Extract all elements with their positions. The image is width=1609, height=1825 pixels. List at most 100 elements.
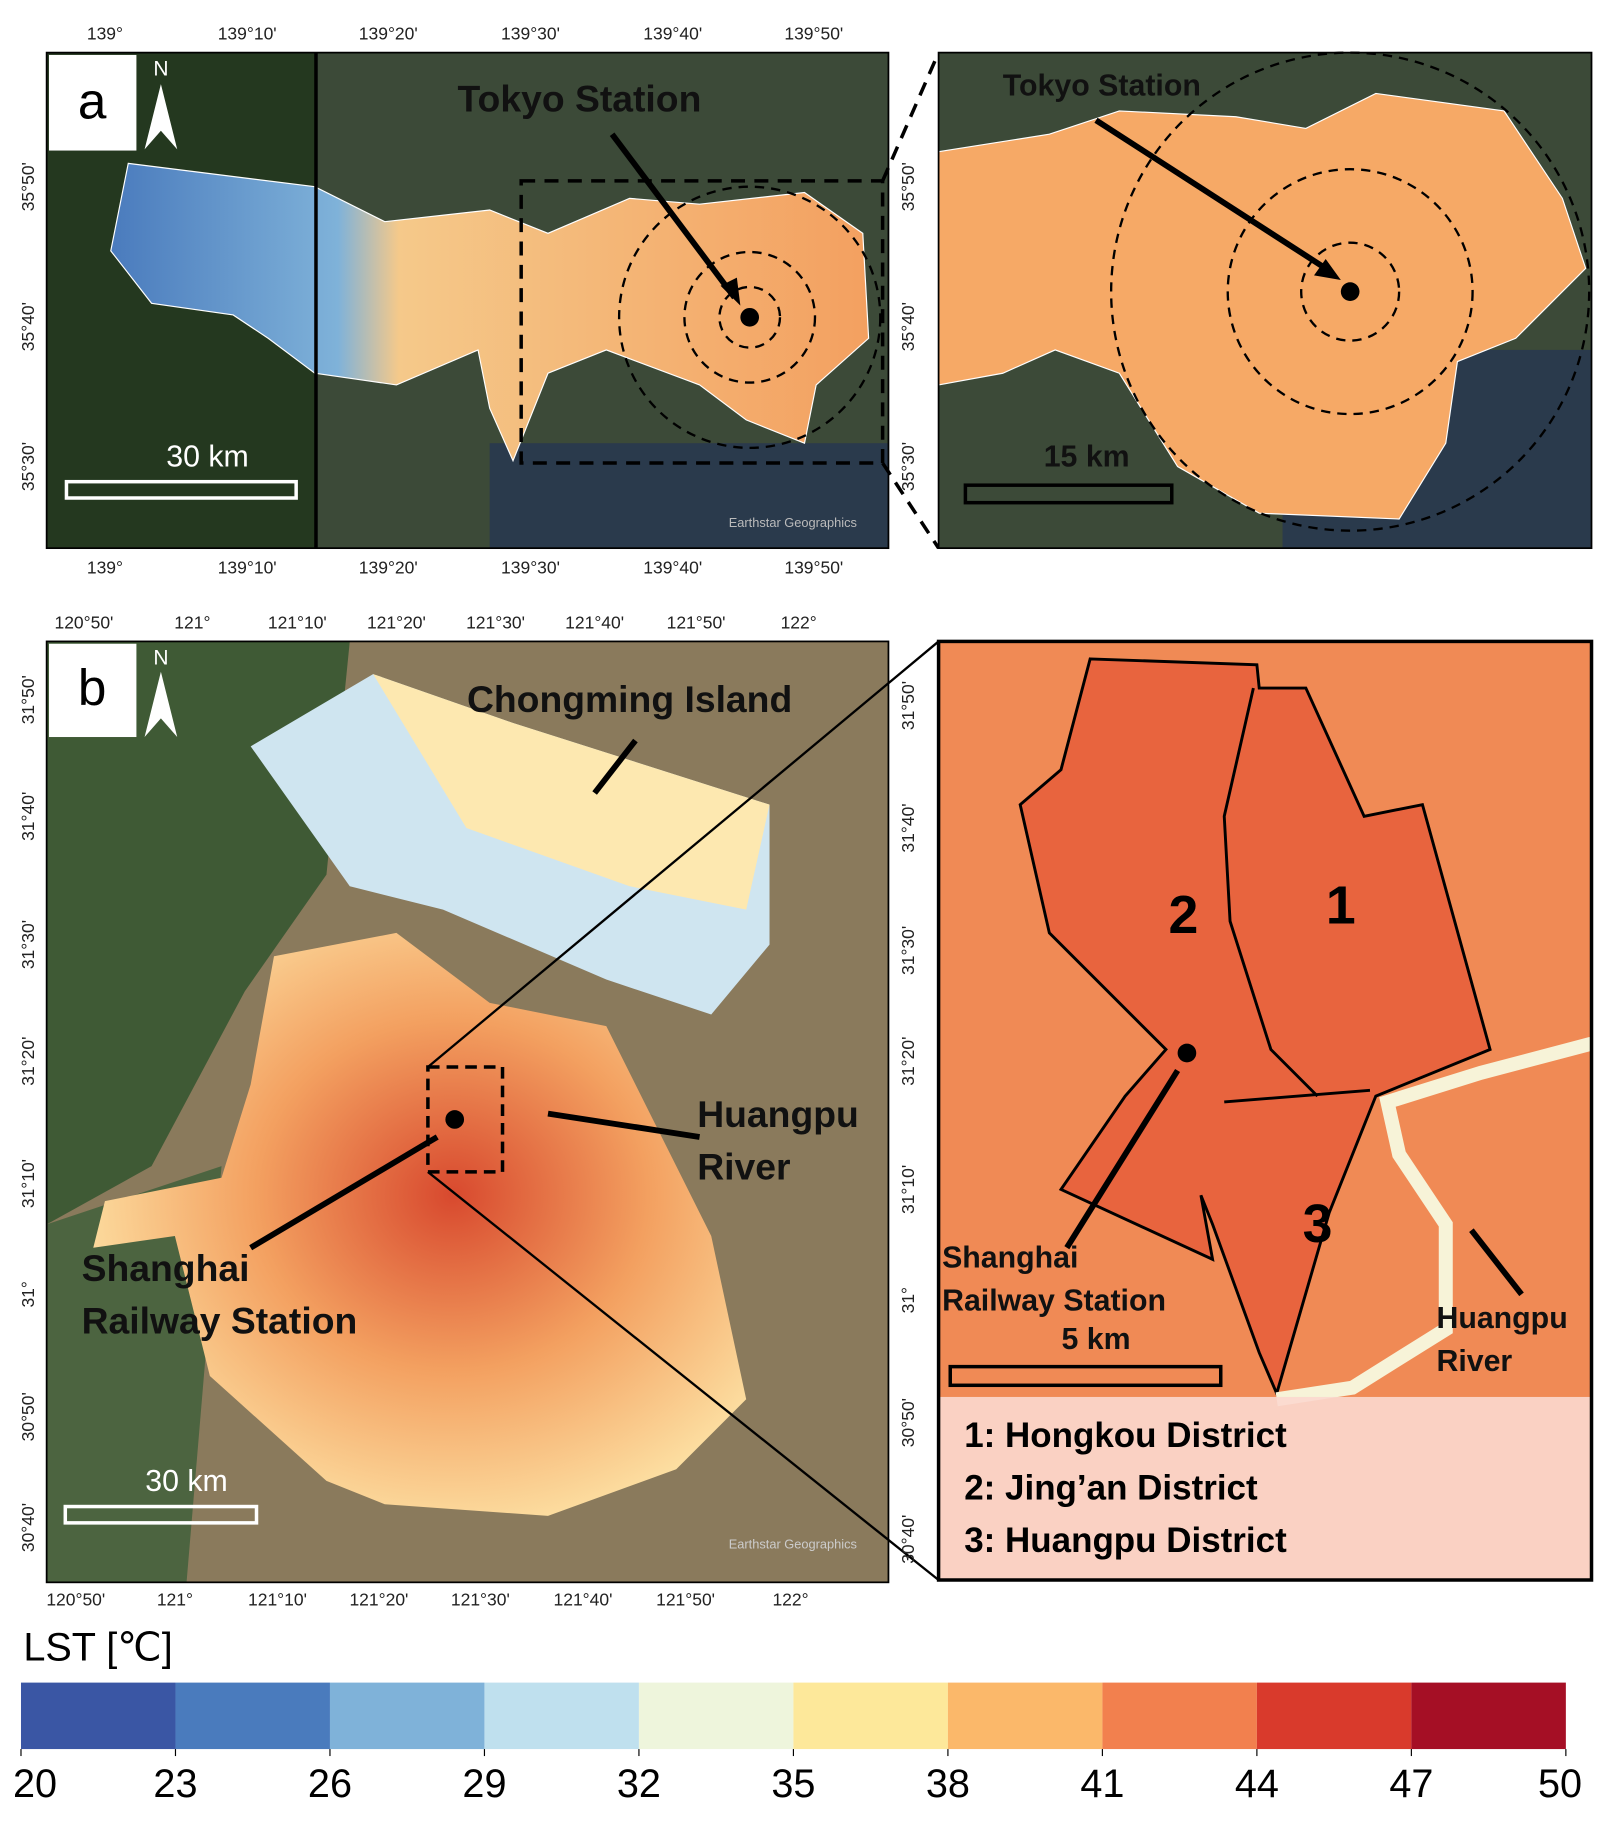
tick-label: 121° [174,613,210,633]
river-mouth [250,674,770,1015]
credit: Earthstar Geographics [729,515,857,530]
tick-label: 139°40' [643,24,702,44]
zoom-box [519,179,885,465]
scale-label: 5 km [1061,1323,1130,1356]
tick-label: 35°30' [898,442,918,491]
panel-label: b [78,659,107,716]
tick-label: 139°30' [501,558,560,578]
tick-label: 31° [898,1287,918,1313]
annotation: Tokyo Station [458,77,702,119]
tick-label: 120°50' [54,613,113,633]
buffer [718,285,782,349]
arrow [592,738,638,795]
tick-label: 31°50' [898,681,918,730]
north-arrow [144,671,178,738]
tick-label: 31°30' [18,920,38,969]
tokyo-lst [110,162,870,463]
tick-label: 31°20' [898,1037,918,1086]
colorbar-tick-label: 44 [1235,1762,1279,1806]
tick-label: 139°20' [359,558,418,578]
scale-label: 15 km [1044,440,1130,473]
scale-bar [963,483,1174,505]
frame [936,639,1594,1582]
district-boundary [1224,1088,1371,1104]
annotation: Huangpu River [697,1093,859,1187]
colorbar-bin [1256,1682,1412,1750]
colorbar-bin [1411,1682,1566,1750]
buffer [1300,241,1401,342]
north: N [153,646,168,669]
legend-entry: 3: Huangpu District [964,1521,1287,1560]
buffer [1109,51,1591,532]
tick-label: 139° [87,24,123,44]
tick-label: 31°10' [18,1159,38,1208]
arrow [249,1134,439,1251]
tick-label: 121°40' [565,613,624,633]
annotation: Shanghai Railway Station [82,1247,358,1341]
tick-label: 30°50' [898,1398,918,1447]
frame [45,51,890,550]
tick-label: 122° [781,613,817,633]
tick-label: 31° [18,1281,38,1307]
arrow-head [1314,258,1341,280]
tick-label: 31°10' [898,1165,918,1214]
chongming-lst [373,674,770,910]
land [46,1166,222,1583]
colorbar-bin [484,1682,639,1750]
tick-label: 35°40' [18,302,38,351]
shanghai-lst [93,932,747,1516]
bay [489,443,889,549]
colorbar-tick-label: 32 [617,1762,661,1806]
panel-label: a [78,73,107,130]
tick-label: 31°20' [18,1037,38,1086]
tick-label: 121°50' [667,613,726,633]
frame [45,640,890,1584]
tick-label: 139°50' [784,558,843,578]
tick-label: 35°50' [18,162,38,211]
tick-label: 31°40' [18,792,38,841]
colorbar-bin [20,1682,176,1750]
river [1275,1036,1594,1407]
land [46,641,350,1225]
legend-entry: 1: Hongkou District [964,1416,1287,1455]
tick-label: 31°50' [18,675,38,724]
zoom-box [426,1065,505,1174]
connector [881,462,941,550]
tick-label: 121°30' [451,1590,510,1610]
tokyo-zoom-lst [938,92,1587,520]
colorbar-tick-label: 35 [771,1762,815,1806]
station [445,1110,465,1129]
tick-label: 121°10' [268,613,327,633]
tick-label: 30°50' [18,1392,38,1441]
arrow [547,1110,701,1140]
district-boundary [1222,687,1319,1098]
colorbar-tick-label: 29 [462,1762,506,1806]
arrow [1064,1068,1181,1250]
tick-label: 121°20' [367,613,426,633]
label-box [48,54,137,151]
scale-bar [64,479,298,500]
scale-bar [948,1364,1223,1388]
arrow [1094,117,1331,274]
annotation: Shanghai Railway Station [942,1241,1166,1317]
buffer [617,185,882,450]
tick-label: 121°40' [554,1590,613,1610]
arrow [609,132,737,300]
legend-box [938,1396,1592,1581]
buffer [1226,168,1474,416]
colorbar-title: LST [℃] [23,1625,172,1669]
colorbar-bin [329,1682,485,1750]
buffer [683,250,817,384]
tick-label: 31°40' [898,803,918,852]
tick-label: 139°20' [359,24,418,44]
colorbar-tick-label: 20 [13,1762,57,1806]
frame [937,51,1593,550]
connector [881,51,941,182]
colorbar-tick-label: 23 [153,1762,197,1806]
colorbar-tick-label: 47 [1389,1762,1433,1806]
district-label: 1 [1326,876,1356,936]
tick-label: 139° [87,558,123,578]
tick-label: 35°50' [898,162,918,211]
scale-label: 30 km [145,1465,228,1498]
